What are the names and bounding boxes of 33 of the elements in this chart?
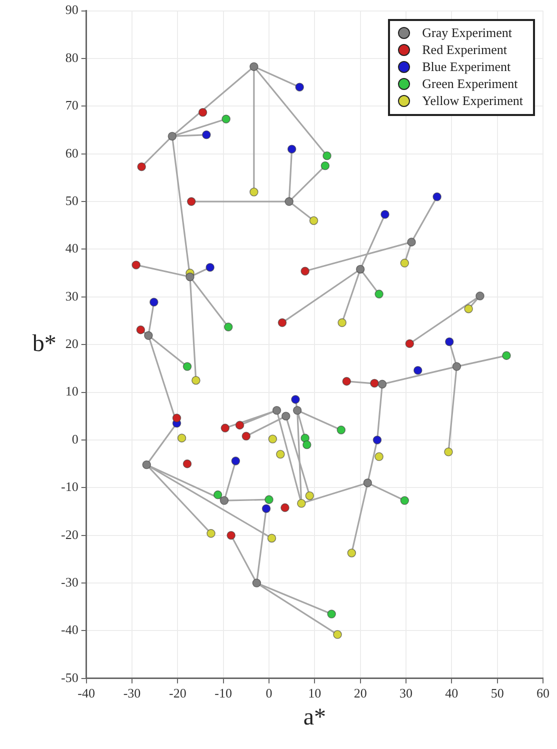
y-tick-label: -30 bbox=[60, 574, 78, 590]
y-tick-label: -40 bbox=[60, 622, 78, 638]
legend-label: Green Experiment bbox=[422, 76, 518, 92]
legend-label: Red Experiment bbox=[422, 42, 507, 58]
x-tick-label: 60 bbox=[536, 686, 550, 701]
legend-label: Blue Experiment bbox=[422, 59, 511, 76]
legend-label: Yellow Experiment bbox=[422, 93, 523, 110]
x-tick-label: 0 bbox=[266, 686, 272, 701]
y-tick-label: 80 bbox=[65, 50, 78, 65]
x-tick-label: -30 bbox=[123, 686, 141, 701]
y-tick-label: -10 bbox=[60, 479, 78, 494]
y-tick-label: 10 bbox=[65, 384, 78, 399]
x-tick-label: 10 bbox=[308, 686, 322, 701]
y-tick-label: -20 bbox=[60, 526, 78, 542]
x-tick-label: 20 bbox=[354, 686, 367, 701]
y-axis-title: b* bbox=[32, 330, 56, 357]
y-tick-label: 60 bbox=[65, 145, 78, 160]
x-tick-label: -40 bbox=[78, 686, 95, 701]
x-tick-label: 30 bbox=[400, 686, 412, 701]
x-tick-label: -20 bbox=[168, 686, 186, 701]
legend-label: Gray Experiment bbox=[422, 25, 512, 42]
y-tick-label: 40 bbox=[65, 240, 78, 256]
x-tick-label: -10 bbox=[214, 686, 232, 701]
y-tick-label: 50 bbox=[65, 192, 78, 208]
x-tick-label: 50 bbox=[490, 686, 504, 701]
x-axis-title: a* bbox=[303, 704, 326, 731]
x-tick-label: 40 bbox=[445, 686, 458, 701]
y-tick-label: 90 bbox=[65, 2, 78, 18]
y-tick-label: 0 bbox=[72, 431, 78, 446]
y-tick-label: 70 bbox=[65, 98, 78, 113]
y-tick-label: 30 bbox=[65, 288, 78, 304]
y-tick-label: 20 bbox=[65, 336, 78, 352]
y-tick-label: -50 bbox=[60, 670, 78, 685]
